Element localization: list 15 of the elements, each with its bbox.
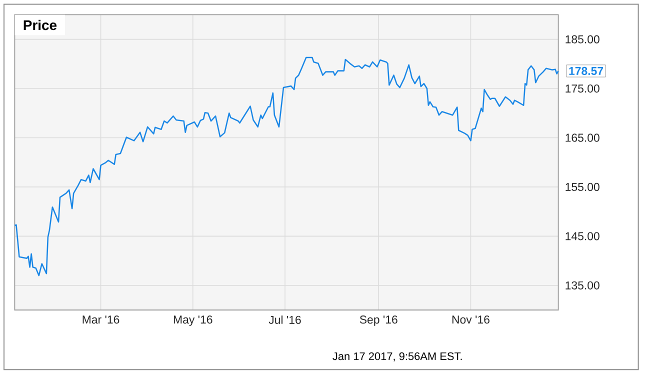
y-tick-label: 185.00 bbox=[566, 35, 600, 44]
y-tick-label: 145.00 bbox=[566, 232, 600, 240]
line-series bbox=[14, 56, 559, 276]
y-tick-label: 155.00 bbox=[566, 182, 600, 192]
x-tick-label: Nov '16 bbox=[452, 316, 490, 324]
text: Jan 17 2017, 9:56AM EST. bbox=[332, 352, 462, 362]
y-tick-label: 175.00 bbox=[566, 84, 600, 93]
x-tick-label: May '16 bbox=[174, 316, 212, 326]
x-tick-label: Sep '16 bbox=[360, 316, 398, 326]
x-tick-label: Jul '16 bbox=[268, 316, 301, 324]
y-tick-label: 135.00 bbox=[566, 281, 600, 290]
annotation: 178.57 bbox=[569, 66, 604, 76]
x-tick-label: Mar '16 bbox=[82, 316, 120, 324]
chart-title: Price bbox=[24, 20, 57, 30]
y-tick-label: 165.00 bbox=[566, 134, 600, 142]
